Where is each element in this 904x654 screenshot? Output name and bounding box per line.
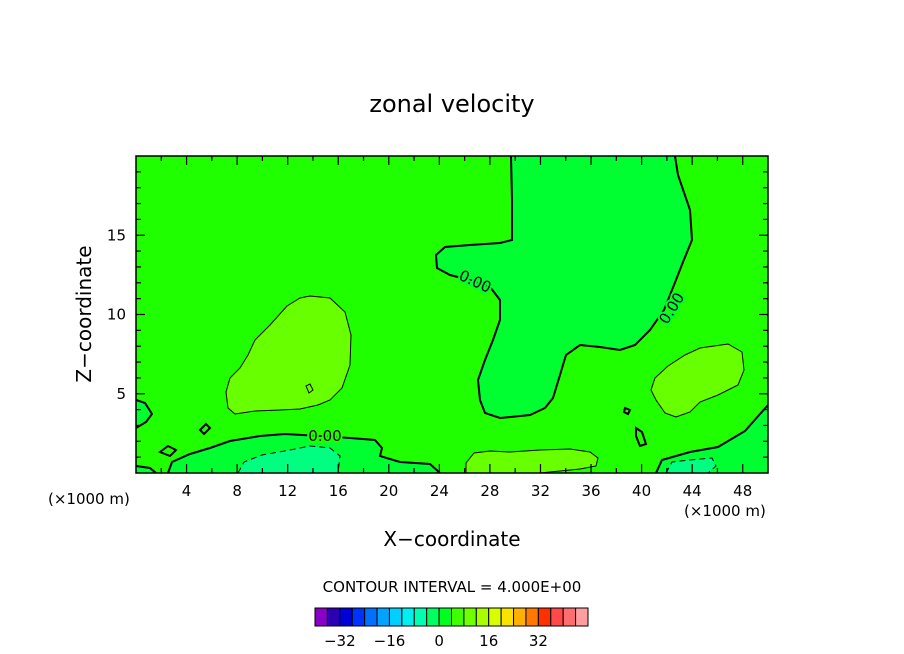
x-tick-label: 28 (480, 482, 499, 500)
contour-label: 0.00 (308, 427, 341, 445)
colorbar-swatch (550, 607, 564, 627)
y-tick-label: 10 (107, 306, 126, 324)
x-tick-label: 36 (581, 482, 600, 500)
y-tick-label: 15 (107, 226, 126, 244)
colorbar-swatch (388, 607, 403, 627)
zero-contours (136, 156, 768, 473)
colorbar-label: −16 (374, 632, 406, 650)
colorbar-swatch (500, 607, 515, 627)
region-positive-left (226, 296, 351, 414)
colorbar-swatch (513, 607, 527, 627)
colorbar-label: 32 (529, 632, 548, 650)
x-tick-label: 48 (733, 482, 752, 500)
negative-contours (237, 445, 717, 473)
colorbar-swatch (562, 607, 577, 627)
x-tick-label: 44 (683, 482, 702, 500)
contour-interval: CONTOUR INTERVAL = 4.000E+00 (323, 578, 582, 596)
colorbar-swatch (314, 607, 328, 627)
colorbar-swatch (401, 607, 415, 627)
y-axis: 5 10 15 (107, 171, 768, 458)
y-tick-label: 5 (116, 385, 126, 403)
colorbar-swatch (488, 607, 502, 627)
region-negative-bottom-right (656, 405, 768, 473)
colorbar-swatch (364, 607, 378, 627)
x-tick-label: 32 (531, 482, 550, 500)
x-tick-label: 12 (278, 482, 297, 500)
colorbar-swatch (426, 607, 440, 627)
colorbar-swatch (339, 607, 353, 627)
colorbar-swatch (463, 607, 477, 627)
colorbar-labels: −32 −16 0 16 32 (324, 632, 548, 650)
x-unit-right: (×1000 m) (684, 502, 766, 520)
colorbar-swatch (525, 607, 539, 627)
x-unit-left: (×1000 m) (48, 490, 130, 508)
colorbar-swatch (537, 607, 552, 627)
positive-contours (225, 295, 745, 473)
y-axis-label: Z−coordinate (72, 245, 96, 382)
x-tick-label: 24 (430, 482, 449, 500)
colorbar (314, 607, 589, 627)
colorbar-swatch (475, 607, 490, 627)
x-axis: 4 8 12 16 20 24 28 32 36 40 44 48 (160, 156, 752, 500)
x-tick-label: 8 (232, 482, 242, 500)
colorbar-swatch (351, 607, 366, 627)
region-positive-bottom (466, 449, 598, 473)
colorbar-swatch (376, 607, 390, 627)
x-axis-label: X−coordinate (383, 527, 520, 551)
colorbar-swatch (575, 607, 589, 627)
colorbar-swatch (413, 607, 428, 627)
region-negative-upper (436, 156, 692, 418)
chart-title: zonal velocity (369, 90, 534, 118)
colorbar-label: −32 (324, 632, 356, 650)
colorbar-swatch (326, 607, 341, 627)
x-tick-label: 40 (632, 482, 651, 500)
region-more-negative-right (666, 458, 716, 473)
x-tick-label: 4 (182, 482, 192, 500)
colorbar-label: 16 (479, 632, 498, 650)
colorbar-label: 0 (434, 632, 444, 650)
x-tick-label: 20 (379, 482, 398, 500)
colorbar-swatch (451, 607, 465, 627)
x-tick-label: 16 (329, 482, 348, 500)
contour-field: 0.00 0.00 0.00 (136, 156, 768, 473)
colorbar-swatch (438, 607, 453, 627)
region-negative-bottom-left-corner (136, 466, 156, 473)
region-more-negative-bottom (238, 446, 340, 473)
region-negative-left-edge (136, 400, 152, 428)
